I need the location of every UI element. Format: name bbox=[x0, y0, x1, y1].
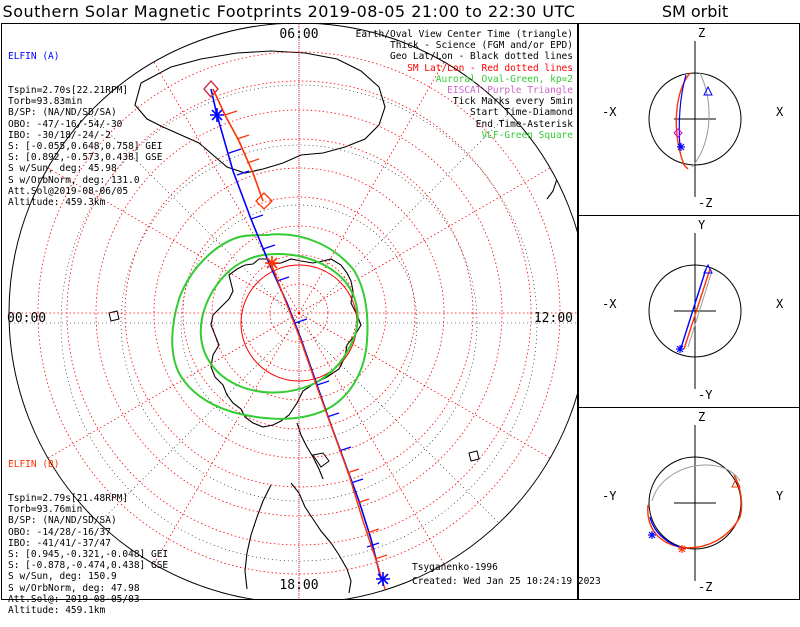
elfin-a-end-asterisk bbox=[210, 108, 224, 122]
elfin-a-info-line: S w/Sun, deg: 45.98 bbox=[8, 163, 117, 175]
elfin-b-info: ELFIN (B) Tspin=2.79s[21.48RPM] Torb=93.7… bbox=[8, 437, 168, 627]
time-label-right: 12:00 bbox=[534, 311, 573, 326]
sm-2-right: X bbox=[776, 297, 784, 311]
auroral-oval-inner bbox=[199, 253, 359, 394]
elfin-a-info-line: Att.Sol@2019-08-06/05 bbox=[8, 185, 129, 197]
elfin-b-info-line: Att.Sol@: 2019-08-05/03 bbox=[8, 593, 140, 605]
auroral-oval-outer bbox=[171, 233, 369, 420]
elfin-b-info-line: S: [0.945,-0.321,-0.048] GEI bbox=[8, 549, 169, 561]
sm-orbit-2-asterisk bbox=[676, 345, 684, 353]
sm-1-top: Z bbox=[698, 26, 705, 40]
elfin-a-info: ELFIN (A) Tspin=2.70s[22.21RPM] Torb=93.8… bbox=[8, 29, 162, 219]
sm-orbit-1-tri bbox=[703, 85, 713, 96]
elfin-b-info-line: B/SP: (NA/ND/SD/SA) bbox=[8, 515, 117, 527]
elfin-b-info-line: S w/Sun, deg: 150.9 bbox=[8, 571, 117, 583]
sm-orbit-1-diamond bbox=[673, 128, 683, 138]
elfin-b-info-line: Torb=93.76min bbox=[8, 504, 83, 516]
elfin-b-asterisk bbox=[265, 256, 279, 270]
footprint-map: 06:00 00:00 12:00 18:00 bbox=[7, 23, 578, 600]
elfin-a-info-line: Altitude: 459.3km bbox=[8, 197, 106, 209]
map-horizon bbox=[8, 23, 578, 600]
elfin-a-info-line: OBO: -47/-16/-54/-30 bbox=[8, 118, 123, 130]
sm-panel-2: Y -Y -X X bbox=[602, 218, 784, 402]
elfin-b-track bbox=[212, 88, 264, 202]
coastline-south-america bbox=[244, 482, 352, 594]
elfin-a-info-line: Tspin=2.70s[22.21RPM] bbox=[8, 85, 129, 97]
legend-item: Thick - Science (FGM and/or EPD) bbox=[389, 40, 573, 52]
sm-orbit-2-a bbox=[679, 268, 707, 352]
legend-item: Start Time-Diamond bbox=[470, 107, 573, 119]
sm-orbit-1-c bbox=[678, 74, 687, 148]
legend-item: VLF-Green Square bbox=[481, 129, 573, 141]
sm-orbit-2-b bbox=[683, 268, 711, 350]
elfin-b-lines: Tspin=2.79s[21.48RPM] Torb=93.76min B/SP: … bbox=[8, 493, 168, 616]
sm-panel-1: Z -Z -X X bbox=[602, 26, 784, 210]
elfin-b-end-asterisk bbox=[376, 572, 390, 586]
elfin-a-info-line: S: [-0.055,0.648,0.758] GEI bbox=[8, 141, 163, 153]
elfin-b-name: ELFIN (B) bbox=[8, 459, 60, 471]
elfin-b-ticks bbox=[224, 110, 388, 560]
sm-2-top: Y bbox=[698, 218, 706, 232]
elfin-b-start-diamond-2 bbox=[203, 80, 219, 98]
sm-3-bottom: -Z bbox=[698, 580, 712, 594]
elfin-a-info-line: S: [0.892,-0.573,0.438] GSE bbox=[8, 152, 163, 164]
sm-3-left: -Y bbox=[602, 489, 617, 503]
elfin-a-info-line: IBO: -30/18/-24/-2 bbox=[8, 129, 111, 141]
sm-2-bottom: -Y bbox=[698, 388, 713, 402]
legend-item: Geo Lat/Lon - Black dotted lines bbox=[389, 51, 573, 63]
elfin-b-track-2 bbox=[270, 262, 386, 590]
sm-2-left: -X bbox=[602, 297, 617, 311]
elfin-b-info-line: S w/OrbNorm, deg: 47.98 bbox=[8, 582, 140, 594]
coastline-islands bbox=[108, 310, 480, 468]
sm-panel-3: Z -Z -Y Y bbox=[602, 410, 784, 594]
elfin-a-lines: Tspin=2.70s[22.21RPM] Torb=93.83min B/SP: … bbox=[8, 85, 162, 208]
elfin-b-info-line: Tspin=2.79s[21.48RPM] bbox=[8, 493, 129, 505]
elfin-b-start-diamond bbox=[255, 192, 273, 210]
sm-orbit-3-asterisk-2 bbox=[678, 545, 686, 553]
coastline-new-zealand bbox=[536, 140, 558, 200]
sm-orbit-1-b bbox=[691, 72, 710, 168]
sm-orbit-1-asterisk bbox=[677, 143, 685, 151]
sm-orbit-2-c bbox=[687, 270, 713, 348]
sm-1-left: -X bbox=[602, 105, 617, 119]
elfin-a-info-line: S w/OrbNorm, deg: 131.0 bbox=[8, 174, 140, 186]
sm-orbit-3-asterisk bbox=[648, 531, 656, 539]
sm-orbit-2-tri bbox=[703, 263, 713, 274]
elfin-a-ticks bbox=[228, 148, 380, 548]
model-credit: Tsyganenko-1996 bbox=[412, 562, 498, 573]
time-label-left: 00:00 bbox=[7, 311, 46, 326]
time-label-bottom: 18:00 bbox=[279, 578, 318, 593]
legend-item: EISCAT-Purple Triangle bbox=[447, 85, 573, 97]
sm-3-top: Z bbox=[698, 410, 705, 424]
elfin-a-info-line: B/SP: (NA/ND/SD/SA) bbox=[8, 107, 117, 119]
sm-orbit-1-a bbox=[675, 72, 691, 170]
elfin-b-info-line: S: [-0.878,-0.474,0.438] GSE bbox=[8, 560, 169, 572]
elfin-a-track bbox=[210, 88, 382, 580]
legend-item: Auroral Oval-Green, kp=2 bbox=[435, 73, 573, 85]
sm-orbit-title: SM orbit bbox=[661, 2, 729, 21]
coastline-peninsula bbox=[296, 422, 324, 480]
legend-item: Earth/Oval View Center Time (triangle) bbox=[355, 29, 573, 40]
created-credit: Created: Wed Jan 25 10:24:19 2023 bbox=[412, 576, 601, 587]
legend-item: Tick Marks every 5min bbox=[452, 96, 573, 108]
sm-3-right: Y bbox=[776, 489, 784, 503]
legend-item: End Time-Asterisk bbox=[475, 118, 573, 130]
elfin-a-name: ELFIN (A) bbox=[8, 51, 60, 63]
coastline-australia bbox=[134, 50, 386, 174]
sm-1-bottom: -Z bbox=[698, 196, 712, 210]
elfin-b-info-line: OBO: -14/28/-16/37 bbox=[8, 526, 111, 538]
chart-title: Southern Solar Magnetic Footprints 2019-… bbox=[2, 2, 576, 21]
sm-orbit-3-tri bbox=[731, 477, 741, 488]
map-legend: Earth/Oval View Center Time (triangle) Th… bbox=[356, 29, 573, 141]
elfin-b-info-line: Altitude: 459.1km bbox=[8, 605, 106, 617]
sm-orbit-3-c bbox=[651, 464, 741, 502]
elfin-b-info-line: IBO: -41/41/-37/47 bbox=[8, 537, 111, 549]
legend-item: SM Lat/Lon - Red dotted lines bbox=[407, 62, 573, 74]
elfin-a-info-line: Torb=93.83min bbox=[8, 96, 83, 108]
time-label-top: 06:00 bbox=[279, 27, 318, 42]
sm-1-right: X bbox=[776, 105, 784, 119]
